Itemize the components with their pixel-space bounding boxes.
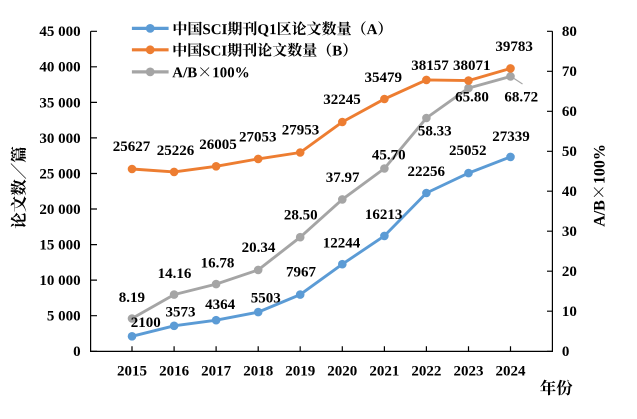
svg-text:40: 40 [562,184,577,200]
svg-text:14.16: 14.16 [158,266,192,282]
svg-text:2019: 2019 [285,364,315,380]
svg-text:5 000: 5 000 [47,309,81,325]
svg-text:10: 10 [562,304,577,320]
svg-text:20.34: 20.34 [242,240,276,256]
svg-text:8.19: 8.19 [119,290,145,306]
svg-text:12244: 12244 [323,235,361,251]
svg-text:2020: 2020 [327,364,357,380]
svg-text:20: 20 [562,264,577,280]
svg-text:27053: 27053 [239,130,277,146]
svg-text:0: 0 [73,344,81,360]
svg-text:2017: 2017 [201,364,232,380]
svg-text:45.70: 45.70 [372,148,406,164]
svg-text:2100: 2100 [131,315,161,331]
svg-text:35479: 35479 [365,70,403,86]
svg-text:20 000: 20 000 [39,202,80,218]
svg-text:30 000: 30 000 [39,131,80,147]
svg-text:27339: 27339 [492,129,530,145]
svg-text:25627: 25627 [113,139,151,155]
svg-text:4364: 4364 [205,297,236,313]
svg-text:26005: 26005 [199,137,237,153]
svg-text:16.78: 16.78 [201,256,235,272]
svg-text:25052: 25052 [449,143,487,159]
svg-text:28.50: 28.50 [284,208,318,224]
svg-text:38157: 38157 [411,58,449,74]
svg-text:39783: 39783 [495,39,533,55]
svg-text:3573: 3573 [166,305,196,321]
svg-text:16213: 16213 [365,207,403,223]
svg-text:50: 50 [562,144,577,160]
svg-text:40 000: 40 000 [39,60,80,76]
svg-text:22256: 22256 [408,164,446,180]
svg-text:70: 70 [562,64,577,80]
svg-text:2016: 2016 [159,364,190,380]
svg-text:2024: 2024 [496,364,527,380]
svg-text:27953: 27953 [282,123,320,139]
svg-text:2021: 2021 [369,364,399,380]
svg-text:80: 80 [562,24,577,40]
svg-text:30: 30 [562,224,577,240]
svg-text:35 000: 35 000 [39,95,80,111]
svg-text:2015: 2015 [117,364,147,380]
svg-text:32245: 32245 [323,92,361,108]
svg-text:68.72: 68.72 [504,90,538,106]
svg-text:2023: 2023 [454,364,484,380]
svg-text:45 000: 45 000 [39,24,80,40]
svg-text:2022: 2022 [411,364,441,380]
svg-text:38071: 38071 [453,58,491,74]
svg-text:0: 0 [562,344,570,360]
svg-text:37.97: 37.97 [326,170,360,186]
svg-text:7967: 7967 [286,264,317,280]
svg-text:2018: 2018 [243,364,273,380]
svg-text:15 000: 15 000 [39,238,80,254]
svg-text:58.33: 58.33 [418,124,452,140]
svg-text:65.80: 65.80 [455,90,489,106]
svg-text:10 000: 10 000 [39,273,80,289]
svg-text:5503: 5503 [251,291,281,307]
svg-text:60: 60 [562,104,577,120]
svg-text:25226: 25226 [157,143,195,159]
svg-text:25 000: 25 000 [39,166,80,182]
